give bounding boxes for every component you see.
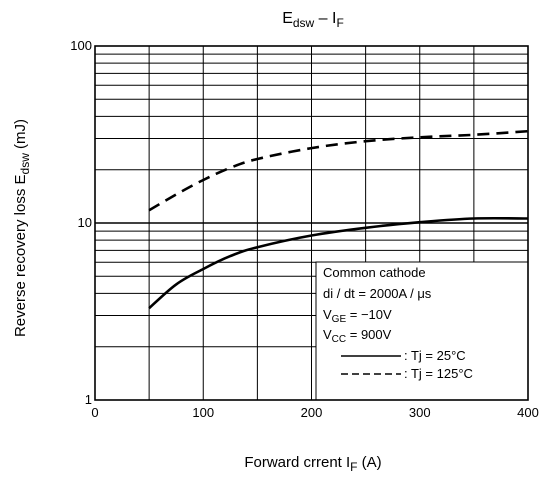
x-axis-label-main: Forward crrent I — [244, 454, 350, 471]
x-axis-label: Forward crrent IF (A) — [244, 454, 381, 474]
y-tick-label-10: 10 — [78, 215, 92, 230]
annotation-line-vge: VGE = −10V — [323, 307, 392, 325]
plot-frame — [94, 45, 529, 401]
tick-labels: 0 100 200 300 400 1 10 100 — [70, 38, 539, 420]
y-tick-label-100: 100 — [70, 38, 92, 53]
series-line-tj-125c — [148, 129, 529, 212]
annotation-line-di-dt: di / dt = 2000A / μs — [323, 286, 432, 301]
x-tick-label-400: 400 — [517, 405, 539, 420]
x-tick-label-200: 200 — [301, 405, 323, 420]
annotation-line-common-cathode: Common cathode — [323, 265, 426, 280]
x-axis-label-subscript: F — [350, 460, 357, 474]
y-axis-label-main: Reverse recovery loss E — [12, 174, 29, 337]
x-axis-label-unit: (A) — [358, 454, 382, 471]
chart-title: Edsw – IF — [282, 10, 344, 30]
series-line-tj-25c — [148, 216, 529, 310]
legend-label-125c: : Tj = 125°C — [404, 366, 473, 381]
legend-label-25c: : Tj = 25°C — [404, 348, 466, 363]
annotation-box — [315, 261, 529, 401]
title-main-subscript: dsw — [293, 16, 315, 30]
title-sep-subscript: F — [336, 16, 343, 30]
series-lines — [148, 129, 529, 310]
y-axis-label-unit: (mJ) — [12, 119, 29, 153]
y-tick-label-1: 1 — [85, 392, 92, 407]
y-axis-label: Reverse recovery loss Edsw (mJ) — [12, 119, 32, 337]
annotation-line-vcc: VCC = 900V — [323, 327, 392, 345]
x-tick-label-100: 100 — [192, 405, 214, 420]
x-tick-label-300: 300 — [409, 405, 431, 420]
y-axis-label-subscript: dsw — [18, 153, 32, 175]
grid — [95, 46, 528, 400]
title-main: E — [282, 10, 293, 27]
x-tick-label-0: 0 — [91, 405, 98, 420]
title-separator: – I — [314, 10, 336, 27]
